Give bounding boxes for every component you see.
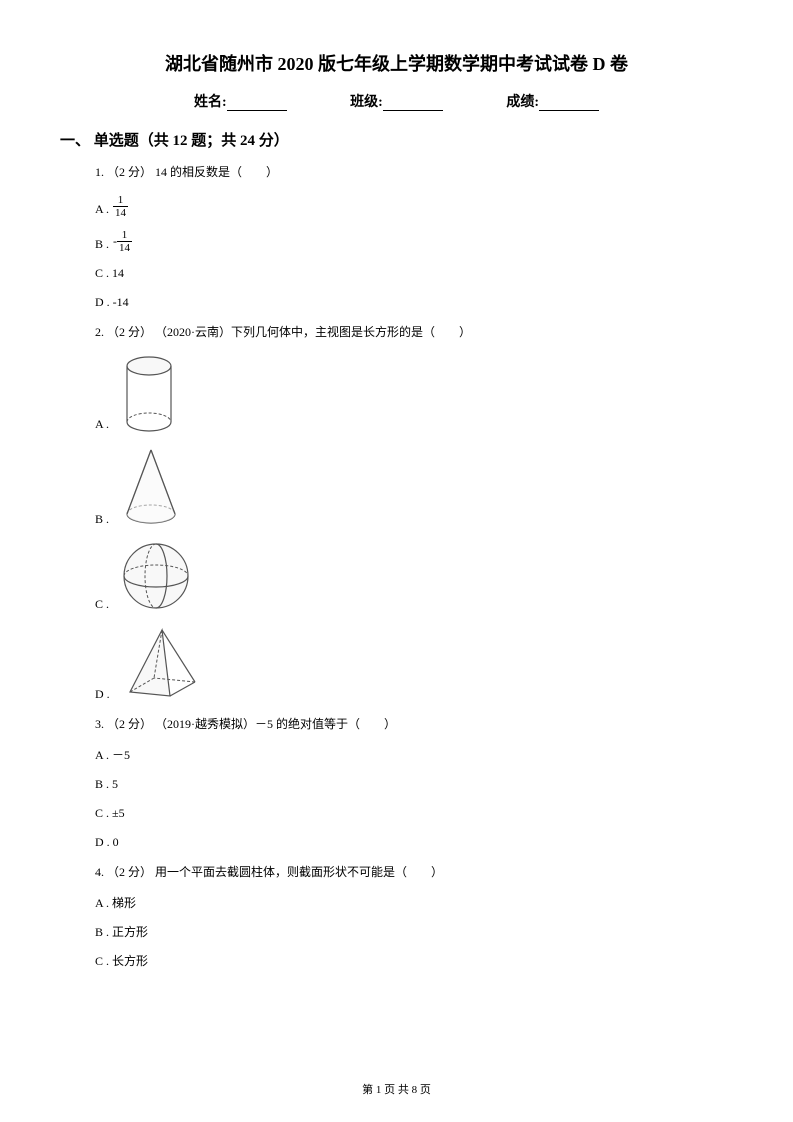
- question-4: 4. （2 分） 用一个平面去截圆柱体，则截面形状不可能是（ ）: [95, 862, 733, 884]
- q2-optD-label: D .: [95, 685, 110, 704]
- cone-icon: [119, 444, 184, 529]
- class-label: 班级:: [350, 95, 383, 110]
- cylinder-icon: [119, 354, 179, 434]
- q1-optA-label: A .: [95, 200, 109, 219]
- q3-option-b: B . 5: [95, 775, 733, 794]
- q1-option-c: C . 14: [95, 264, 733, 283]
- q1-option-a: A . 1 14: [95, 194, 733, 219]
- name-field: 姓名:: [194, 91, 287, 111]
- section-text: 单选题（共 12 题；共 24 分）: [94, 133, 289, 149]
- q1-optA-den: 14: [113, 207, 128, 219]
- q2-option-d: D .: [95, 624, 733, 704]
- score-label: 成绩:: [506, 95, 539, 110]
- q1-optA-fraction: 1 14: [113, 194, 128, 219]
- name-blank: [227, 110, 287, 111]
- q1-option-b: B . - 1 14: [95, 229, 733, 254]
- q3-option-d: D . 0: [95, 833, 733, 852]
- q1-optB-label: B .: [95, 235, 109, 254]
- info-row: 姓名: 班级: 成绩:: [60, 91, 733, 111]
- page-title: 湖北省随州市 2020 版七年级上学期数学期中考试试卷 D 卷: [60, 50, 733, 76]
- q1-optB-num: 1: [117, 229, 132, 242]
- q1-option-d: D . -14: [95, 293, 733, 312]
- class-field: 班级:: [350, 91, 443, 111]
- question-3: 3. （2 分） （2019·越秀模拟）－5 的绝对值等于（ ）: [95, 714, 733, 736]
- q4-option-a: A . 梯形: [95, 894, 733, 913]
- q2-optB-label: B .: [95, 510, 109, 529]
- section-number: 一、: [60, 133, 90, 149]
- q3-option-a: A . －5: [95, 746, 733, 765]
- question-2: 2. （2 分） （2020·云南）下列几何体中，主视图是长方形的是（ ）: [95, 322, 733, 344]
- q1-optA-num: 1: [113, 194, 128, 207]
- q2-optC-label: C .: [95, 595, 109, 614]
- q2-optA-label: A .: [95, 415, 109, 434]
- q1-optB-fraction-wrap: - 1 14: [113, 229, 132, 254]
- score-field: 成绩:: [506, 91, 599, 111]
- section-title: 一、 单选题（共 12 题；共 24 分）: [60, 129, 733, 150]
- q2-option-a: A .: [95, 354, 733, 434]
- sphere-icon: [119, 539, 194, 614]
- pyramid-icon: [120, 624, 205, 704]
- q2-option-c: C .: [95, 539, 733, 614]
- q3-option-c: C . ±5: [95, 804, 733, 823]
- q1-optB-den: 14: [117, 242, 132, 254]
- q1-optB-fraction: 1 14: [117, 229, 132, 254]
- score-blank: [539, 110, 599, 111]
- question-1: 1. （2 分） 14 的相反数是（ ）: [95, 162, 733, 184]
- class-blank: [383, 110, 443, 111]
- page-footer: 第 1 页 共 8 页: [0, 1081, 793, 1097]
- q4-option-b: B . 正方形: [95, 923, 733, 942]
- q2-option-b: B .: [95, 444, 733, 529]
- name-label: 姓名:: [194, 95, 227, 110]
- q4-option-c: C . 长方形: [95, 952, 733, 971]
